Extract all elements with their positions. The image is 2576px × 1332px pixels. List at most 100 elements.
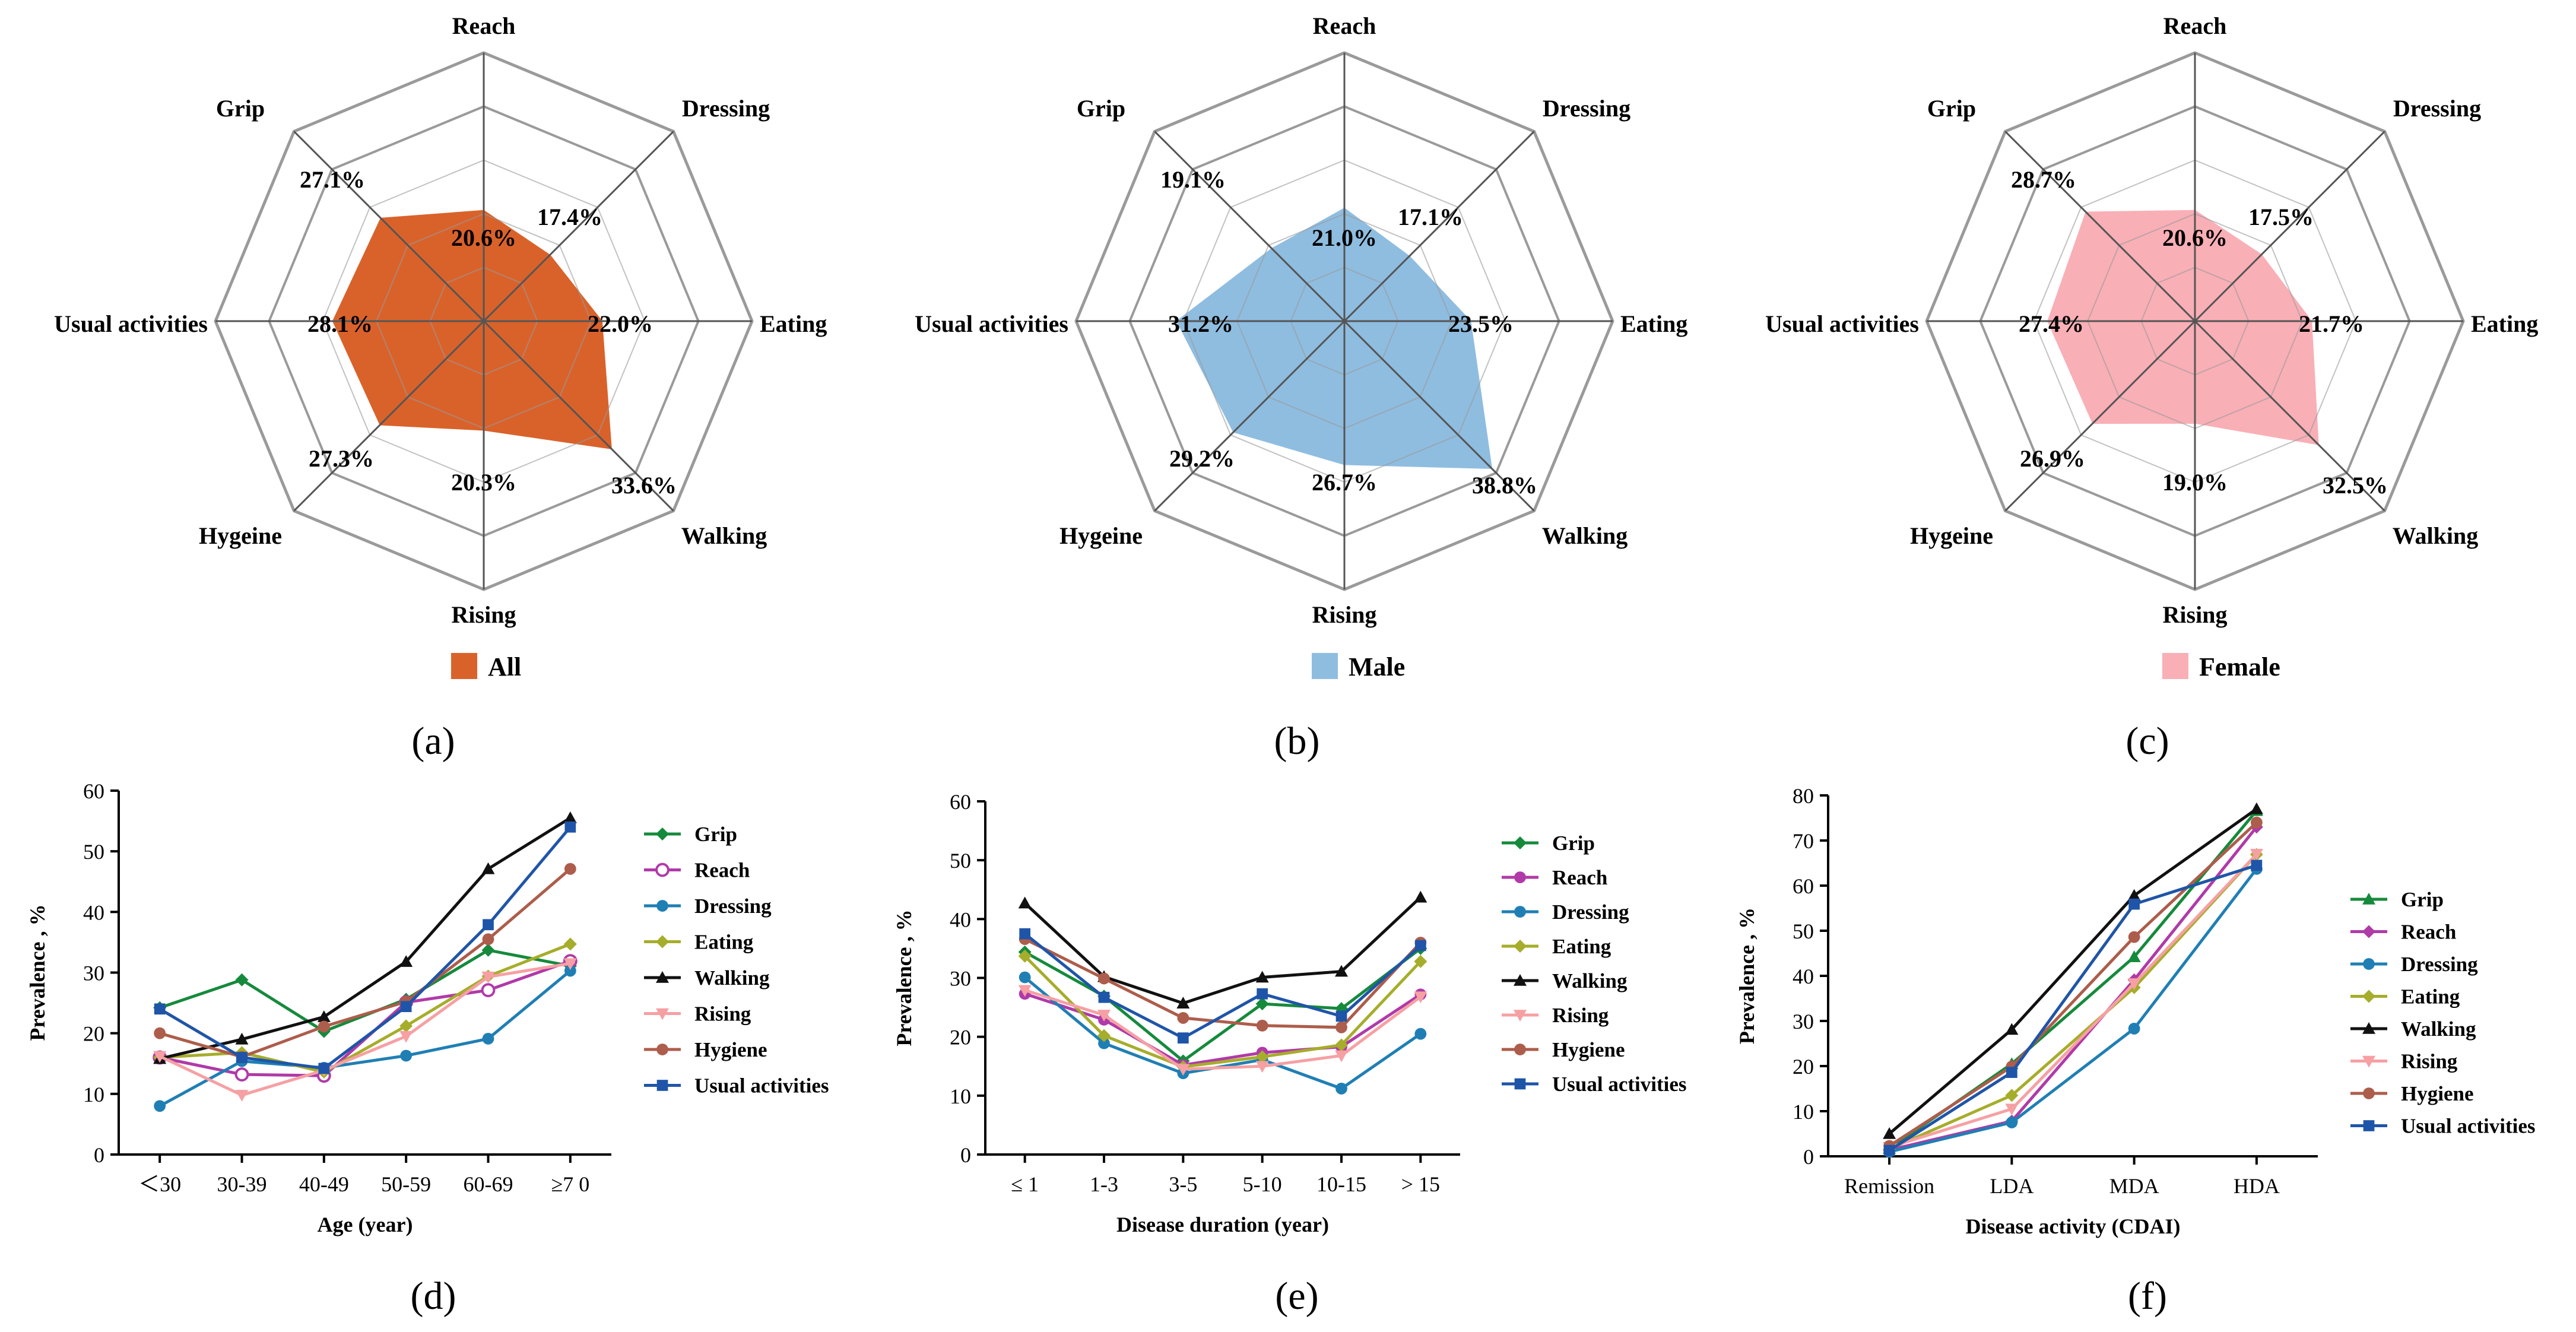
legend-label-all: All	[488, 652, 521, 681]
radar-value-label-grip: 28.7%	[2011, 166, 2076, 193]
data-point-usual-activities-3	[1257, 988, 1268, 1000]
data-point-walking-3	[399, 955, 413, 967]
legend-label-hygiene: Hygiene	[694, 1038, 767, 1061]
radar-axis-label-eating: Eating	[1620, 310, 1687, 337]
legend-label-rising: Rising	[2401, 1050, 2458, 1073]
radar-axis-label-dressing: Dressing	[1543, 95, 1630, 122]
radar-axis-label-reach: Reach	[2163, 12, 2227, 39]
x-tick-label-10-15: 10-15	[1316, 1172, 1366, 1196]
data-point-eating-1	[2005, 1089, 2019, 1102]
legend-swatch-all	[451, 653, 477, 679]
legend-label-dressing: Dressing	[694, 895, 772, 918]
data-point-usual-activities-2	[318, 1063, 330, 1074]
radar-spoke-walking	[1343, 320, 1535, 512]
legend-marker-hygiene	[656, 1044, 668, 1055]
data-point-rising-3	[1255, 1061, 1269, 1073]
radar-value-label-reach: 20.6%	[451, 224, 516, 251]
y-tick-label-80: 80	[1793, 784, 1814, 808]
x-tick-label-30-39: 30-39	[217, 1172, 267, 1196]
y-tick-label-0: 0	[1803, 1145, 1814, 1169]
data-point-walking-3	[2250, 802, 2263, 814]
radar-axis-label-reach: Reach	[452, 12, 516, 39]
x-tick-label-50-59: 50-59	[381, 1172, 431, 1196]
y-tick-label-40: 40	[950, 908, 971, 931]
radar-grid	[1074, 51, 1614, 591]
radar-spoke-hygeine	[2004, 320, 2196, 512]
legend-label-walking: Walking	[1552, 969, 1628, 992]
y-tick-label-50: 50	[1793, 919, 1814, 943]
y-tick-label-10: 10	[1793, 1100, 1814, 1124]
data-point-rising-2	[2127, 978, 2141, 990]
y-tick-label-20: 20	[950, 1026, 971, 1049]
data-point-hygiene-2	[318, 1020, 330, 1033]
data-point-rising-3	[2250, 849, 2263, 861]
series-eating	[153, 937, 577, 1079]
radar-axis-label-rising: Rising	[1312, 601, 1377, 628]
y-tick-label-30: 30	[83, 962, 104, 985]
series-line-hygiene	[1024, 937, 1422, 1029]
series-line-dressing	[159, 969, 572, 1108]
legend-label-female: Female	[2199, 652, 2280, 681]
legend-swatch-male	[1312, 653, 1338, 679]
data-point-rising-5	[1414, 991, 1427, 1004]
legend-marker-eating	[2362, 990, 2375, 1003]
series-walking	[153, 811, 577, 1064]
y-tick-label-0: 0	[94, 1143, 104, 1167]
radar-value-label-dressing: 17.1%	[1398, 204, 1463, 230]
data-point-hygiene-5	[564, 862, 576, 875]
radar-axis-label-usual-activities: Usual activities	[915, 310, 1068, 337]
data-point-grip-4	[481, 943, 495, 957]
radar-value-label-grip: 27.1%	[300, 166, 365, 193]
y-tick-label-60: 60	[1793, 874, 1814, 898]
data-point-eating-5	[563, 937, 577, 951]
data-point-hygiene-3	[2250, 816, 2263, 829]
data-point-walking-3	[1255, 971, 1269, 983]
legend-marker-eating	[1514, 940, 1527, 953]
data-point-hygiene-1	[1098, 972, 1110, 985]
radar-axis-label-reach: Reach	[1313, 12, 1376, 39]
data-point-usual-activities-4	[483, 919, 494, 931]
legend-marker-usual-activities	[1514, 1078, 1526, 1090]
series-line-hygiene	[159, 867, 572, 1059]
legend-label-rising: Rising	[694, 1003, 751, 1026]
series-line-eating	[1023, 955, 1422, 1068]
series-line-usual-activities	[1024, 933, 1422, 1040]
data-point-walking-2	[1176, 997, 1190, 1008]
panel-label-b: (b)	[1274, 719, 1320, 763]
radar-spoke-dressing	[483, 131, 674, 322]
radar-spoke-walking	[2194, 320, 2385, 512]
y-tick-label-50: 50	[83, 840, 104, 864]
radar-spoke-grip	[293, 131, 485, 322]
series-line-usual-activities	[1888, 864, 2257, 1152]
legend-label-reach: Reach	[2401, 921, 2456, 944]
radar-spoke-dressing	[2194, 131, 2385, 322]
data-point-walking-2	[2127, 889, 2141, 901]
radar-spoke-grip	[2004, 131, 2196, 322]
legend-label-walking: Walking	[2401, 1017, 2476, 1041]
x-tick-label-mda: MDA	[2109, 1174, 2159, 1198]
legend-label-dressing: Dressing	[2401, 953, 2478, 976]
legend-swatch-female	[2162, 653, 2188, 679]
y-tick-label-60: 60	[950, 790, 971, 814]
x-tick-label-60-69: 60-69	[464, 1172, 513, 1196]
data-point-reach-4	[481, 983, 496, 998]
legend-label-walking: Walking	[694, 966, 770, 990]
radar-value-label-dressing: 17.5%	[2248, 204, 2314, 230]
data-point-grip-1	[235, 973, 249, 987]
y-tick-label-0: 0	[960, 1143, 971, 1167]
data-point-dressing-1	[1098, 1037, 1110, 1049]
legend-label-usual-activities: Usual activities	[694, 1074, 829, 1098]
radar-value-label-reach: 21.0%	[1312, 224, 1377, 251]
radar-spoke-walking	[483, 320, 674, 512]
legend-marker-rising	[656, 1008, 669, 1020]
legend-label-grip: Grip	[1552, 832, 1595, 855]
series-line-walking	[1023, 896, 1422, 1005]
legend-marker-usual-activities	[656, 1080, 668, 1091]
data-point-usual-activities-1	[2006, 1067, 2017, 1078]
series-usual-activities	[154, 821, 576, 1074]
data-point-walking-0	[1883, 1127, 1896, 1139]
radar-value-label-rising: 19.0%	[2162, 469, 2228, 496]
radar-value-label-rising: 26.7%	[1312, 469, 1377, 496]
legend-label-grip: Grip	[2401, 888, 2444, 911]
radar-value-label-usual-activities: 28.1%	[307, 310, 373, 337]
